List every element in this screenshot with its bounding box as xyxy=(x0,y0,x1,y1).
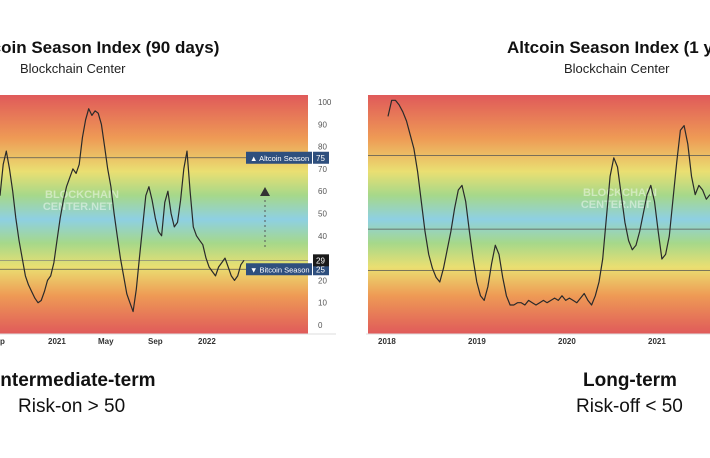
left-y-tick-label: 20 xyxy=(318,276,327,285)
left-direction-indicator xyxy=(260,187,270,250)
right-x-tick-label: 2019 xyxy=(468,337,486,346)
left-y-tick-label: 0 xyxy=(318,321,323,330)
right-series-line xyxy=(387,99,710,306)
left-y-tick-label: 80 xyxy=(318,143,327,152)
left-caption-sub: Risk-on > 50 xyxy=(18,396,126,417)
left-y-tick-label: 90 xyxy=(318,120,327,129)
right-plot-background xyxy=(368,95,710,334)
left-watermark-line-1: BLOCKCHAIN xyxy=(45,189,119,201)
left-y-tick-label: 50 xyxy=(318,210,327,219)
left-current-value-badge xyxy=(313,254,329,267)
right-watermark: BLOCKCHAIN CENTER.NET xyxy=(581,187,657,211)
left-threshold-value-label: 75 xyxy=(316,154,325,163)
left-y-tick-label: 60 xyxy=(318,187,327,196)
right-watermark-line-1: BLOCKCHAIN xyxy=(583,187,657,199)
right-chart-title: Altcoin Season Index (1 year) xyxy=(507,38,710,57)
left-y-tick-label: 100 xyxy=(318,98,332,107)
left-axis-panel xyxy=(308,95,336,334)
left-y-tick-label: 10 xyxy=(318,299,327,308)
left-threshold-value-label: 25 xyxy=(316,265,325,274)
right-caption-sub: Risk-off < 50 xyxy=(576,396,683,417)
right-chart-subtitle: Blockchain Center xyxy=(564,61,670,76)
left-x-tick-label: Sep xyxy=(148,337,163,346)
right-chart: BLOCKCHAIN CENTER.NET 2018 2019 2020 2021 xyxy=(366,95,710,346)
left-chart-subtitle: Blockchain Center xyxy=(20,61,126,76)
right-watermark-line-2: CENTER.NET xyxy=(581,199,652,211)
left-x-tick-label: p xyxy=(0,337,5,346)
left-chart: BLOCKCHAIN CENTER.NET 010203040506070809… xyxy=(0,95,336,346)
right-x-tick-label: 2021 xyxy=(648,337,666,346)
right-x-tick-label: 2018 xyxy=(378,337,396,346)
left-current-value-label: 29 xyxy=(316,256,325,265)
left-threshold-badge-label: ▼ Bitcoin Season xyxy=(250,265,310,274)
left-threshold-badge-label: ▲ Altcoin Season xyxy=(250,154,309,163)
up-arrow-icon xyxy=(260,187,270,196)
left-y-tick-label: 70 xyxy=(318,165,327,174)
left-threshold-value-badge xyxy=(313,151,329,164)
left-caption-main: Intermediate-term xyxy=(0,370,156,391)
left-chart-title: Altcoin Season Index (90 days) xyxy=(0,38,220,57)
left-watermark: BLOCKCHAIN CENTER.NET xyxy=(43,189,119,213)
right-caption-main: Long-term xyxy=(583,370,677,391)
left-watermark-line-2: CENTER.NET xyxy=(43,201,114,213)
left-threshold-badge xyxy=(246,263,312,276)
left-x-tick-label: 2022 xyxy=(198,337,216,346)
left-plot-background xyxy=(0,95,308,334)
left-threshold-badge xyxy=(246,151,312,164)
right-x-tick-label: 2020 xyxy=(558,337,576,346)
left-y-tick-label: 40 xyxy=(318,232,327,241)
left-x-tick-label: 2021 xyxy=(48,337,66,346)
left-x-tick-label: May xyxy=(98,337,114,346)
left-series-line xyxy=(0,108,245,313)
